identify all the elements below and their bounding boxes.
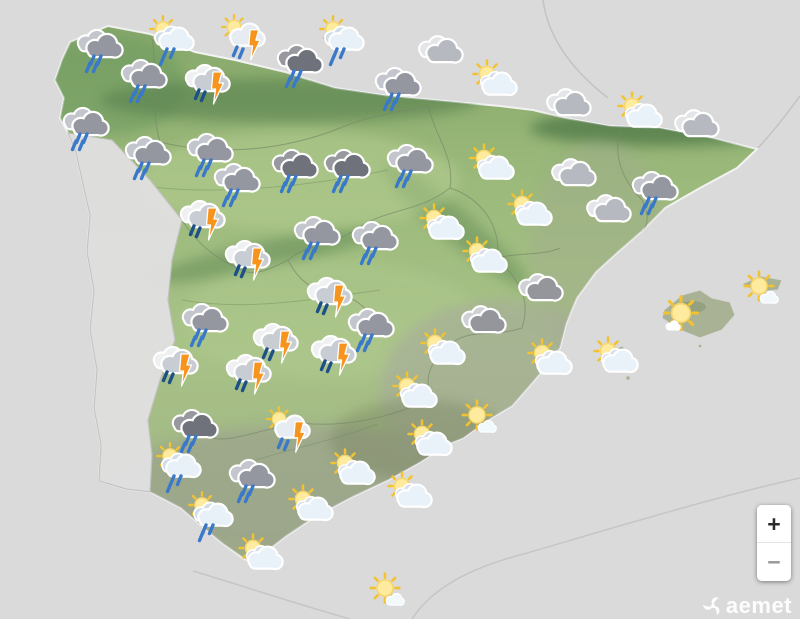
weather-icon-storm (176, 54, 240, 110)
weather-icon-sun-cloud (229, 529, 293, 585)
weather-icon-sun-rain (179, 488, 243, 544)
zoom-out-button[interactable]: − (757, 543, 791, 581)
aemet-logo-icon (702, 597, 720, 616)
weather-icon-sun-cloud (463, 55, 527, 111)
weather-icon-rain (339, 299, 403, 355)
weather-icon-cloud (541, 147, 605, 203)
weather-icon-sun-rain (147, 439, 211, 495)
weather-icon-rain (116, 127, 180, 183)
weather-icon-storm (171, 190, 235, 246)
weather-icon-sun-wisp (356, 564, 420, 619)
weather-icon-storm (244, 313, 308, 369)
weather-icon-cloud (536, 77, 600, 133)
weather-icon-cloud (664, 98, 728, 154)
weather-icon-sun-rain (140, 12, 204, 68)
africa-coastline (192, 477, 800, 619)
weather-icon-rain (220, 450, 284, 506)
weather-icon-sun-cloud (518, 334, 582, 390)
weather-icon-storm (216, 230, 280, 286)
weather-icon-rain (178, 124, 242, 180)
weather-icon-rain (173, 294, 237, 350)
weather-icon-sun-cloud (498, 185, 562, 241)
weather-icon-rain-dark (163, 400, 227, 456)
weather-icon-sun-cloud (460, 139, 524, 195)
weather-icon-sun-cloud (453, 232, 517, 288)
weather-icon-sun-wisp (730, 262, 794, 318)
weather-icon-rain (68, 20, 132, 76)
weather-icon-rain (205, 154, 269, 210)
weather-icon-cloud-dark (508, 262, 572, 318)
weather-icon-rain (366, 58, 430, 114)
weather-icon-storm (298, 267, 362, 323)
weather-icon-sun (649, 287, 713, 343)
weather-icon-rain-dark (268, 35, 332, 91)
weather-icon-rain-dark (315, 140, 379, 196)
weather-icon-cloud (408, 24, 472, 80)
weather-icon-rain (54, 98, 118, 154)
aemet-attribution[interactable]: aemet (702, 595, 792, 617)
weather-icon-sun-rain (310, 12, 374, 68)
weather-icon-sun-cloud (279, 480, 343, 536)
weather-icon-rain (378, 135, 442, 191)
weather-icon-sun-storm (213, 10, 277, 66)
weather-icon-sun-storm (258, 402, 322, 458)
weather-icon-rain (343, 212, 407, 268)
portugal-landmass (67, 132, 183, 493)
weather-icon-sun-cloud (398, 415, 462, 471)
weather-icon-rain-dark (263, 140, 327, 196)
weather-icon-storm (144, 336, 208, 392)
weather-icon-sun-cloud (584, 332, 648, 388)
zoom-control: + − (757, 505, 791, 581)
weather-icon-sun-wisp (448, 391, 512, 447)
weather-icon-cloud (576, 183, 640, 239)
weather-icon-storm (302, 325, 366, 381)
weather-icon-storm (217, 344, 281, 400)
weather-icon-sun-cloud (378, 467, 442, 523)
aemet-logo-text: aemet (725, 593, 792, 618)
weather-icon-rain (285, 207, 349, 263)
zoom-in-button[interactable]: + (757, 505, 791, 543)
france-coastline (542, 0, 800, 150)
weather-icon-cloud-dark (451, 294, 515, 350)
weather-icon-sun-cloud (383, 367, 447, 423)
weather-icon-rain (623, 162, 687, 218)
weather-icon-sun-cloud (321, 444, 385, 500)
weather-icon-rain (112, 50, 176, 106)
weather-icon-sun-cloud (608, 87, 672, 143)
weather-icon-sun-cloud (411, 324, 475, 380)
weather-icon-sun-cloud (410, 199, 474, 255)
